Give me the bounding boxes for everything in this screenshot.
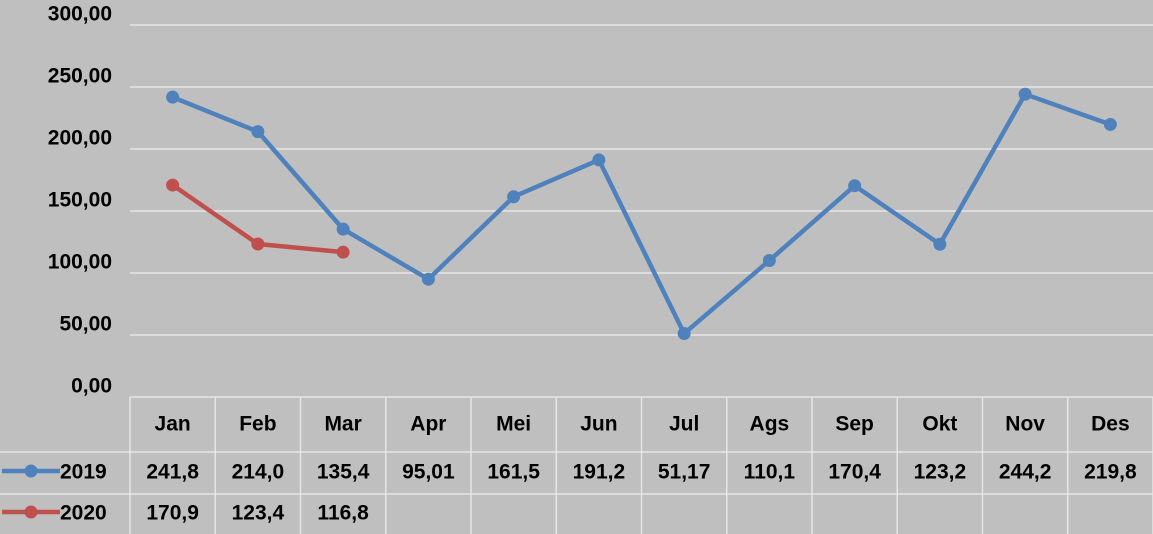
y-tick-label: 300,00	[48, 3, 112, 26]
series-marker	[251, 125, 265, 139]
table-value: 161,5	[487, 461, 540, 484]
legend-label: 2020	[60, 502, 107, 525]
y-tick-label: 50,00	[59, 313, 112, 336]
table-value: 110,1	[744, 461, 796, 484]
table-value: 123,2	[914, 461, 967, 484]
table-value: 219,8	[1084, 461, 1137, 484]
table-value: 135,4	[317, 461, 370, 484]
table-value: 116,8	[317, 502, 369, 525]
series-marker	[1103, 117, 1117, 131]
y-tick-label: 0,00	[71, 375, 112, 398]
table-value: 241,8	[146, 461, 199, 484]
series-marker	[251, 237, 265, 251]
table-value: 214,0	[232, 461, 285, 484]
x-tick-label: Okt	[922, 413, 957, 436]
x-tick-label: Ags	[750, 413, 790, 436]
x-tick-label: Feb	[239, 413, 276, 436]
series-line	[171, 91, 1112, 336]
y-tick-label: 150,00	[48, 189, 112, 212]
series-marker	[762, 253, 776, 267]
series-marker	[166, 178, 180, 192]
x-tick-label: Mar	[324, 413, 361, 436]
x-tick-label: Jan	[155, 413, 191, 436]
table-value: 244,2	[999, 461, 1052, 484]
x-tick-label: Jul	[669, 413, 699, 436]
x-tick-label: Des	[1091, 413, 1130, 436]
x-tick-label: Sep	[835, 413, 874, 436]
x-tick-label: Mei	[496, 413, 531, 436]
y-tick-label: 250,00	[48, 65, 112, 88]
table-value: 51,17	[658, 461, 711, 484]
x-tick-label: Jun	[580, 413, 617, 436]
table-value: 170,9	[146, 502, 199, 525]
series-marker	[166, 90, 180, 104]
series-marker	[848, 179, 862, 193]
series-marker	[677, 327, 691, 341]
table-value: 123,4	[232, 502, 285, 525]
table-value: 170,4	[828, 461, 881, 484]
legend-key-marker	[24, 464, 38, 478]
series-marker	[592, 153, 606, 167]
table-value: 191,2	[573, 461, 626, 484]
series-marker	[421, 272, 435, 286]
legend-key-marker	[24, 505, 38, 519]
series-marker	[933, 237, 947, 251]
series-marker	[336, 222, 350, 236]
y-tick-label: 100,00	[48, 251, 112, 274]
y-tick-label: 200,00	[48, 127, 112, 150]
series-marker	[336, 245, 350, 259]
legend-label: 2019	[60, 461, 107, 484]
series-marker	[1018, 87, 1032, 101]
x-tick-label: Apr	[410, 413, 446, 436]
table-value: 95,01	[402, 461, 455, 484]
series-marker	[507, 190, 521, 204]
x-tick-label: Nov	[1005, 413, 1045, 436]
